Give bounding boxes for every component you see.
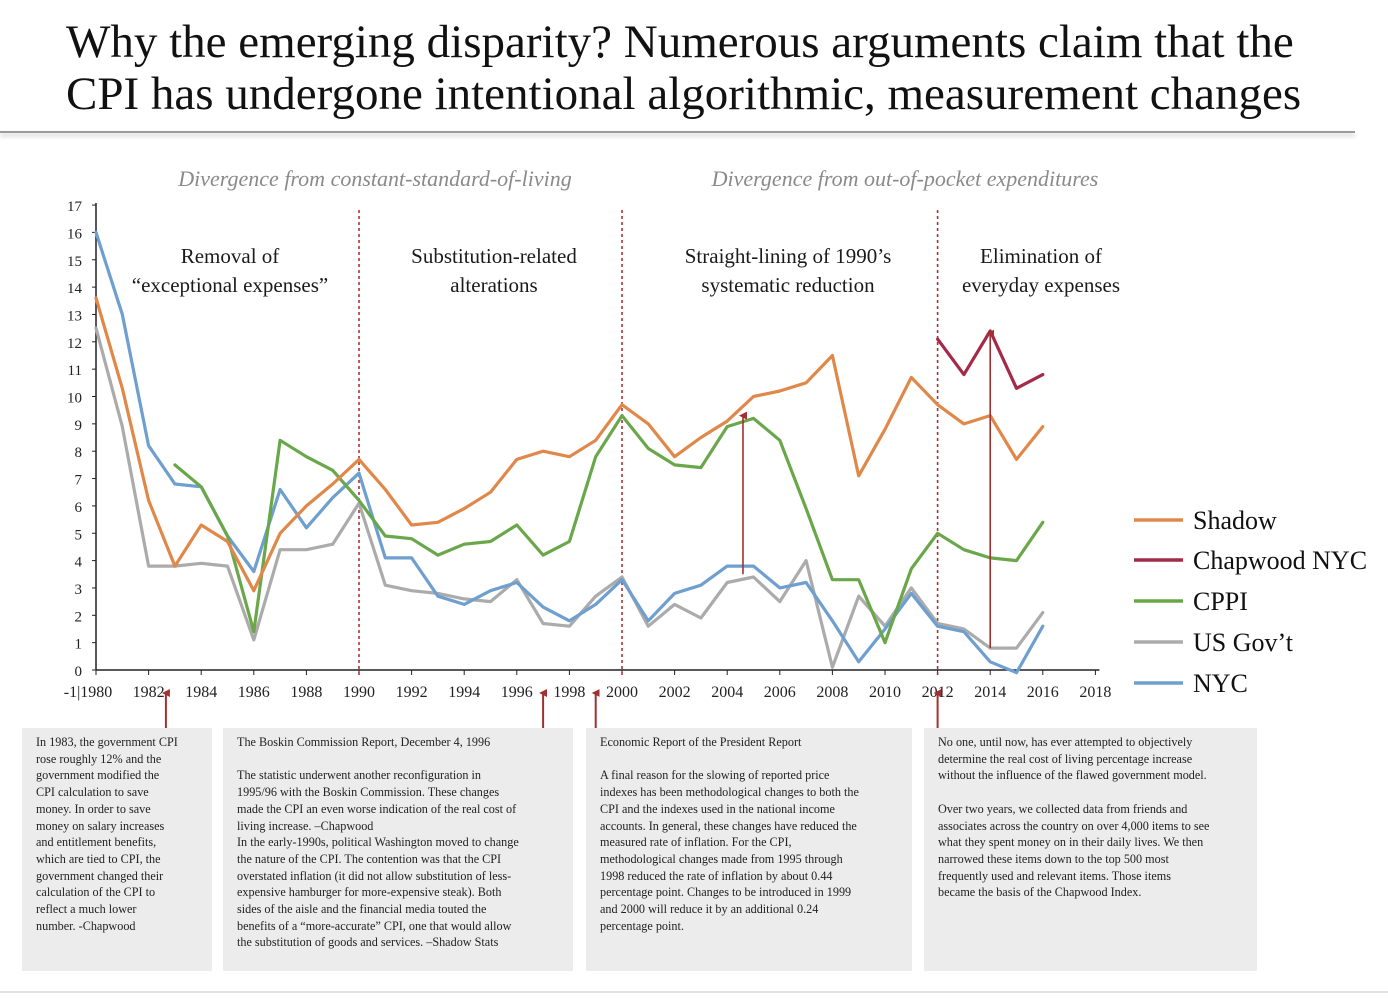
y-tick-label-8: 8 bbox=[75, 445, 83, 461]
y-tick-label-11: 11 bbox=[68, 363, 82, 379]
note-chapwood-heading: No one, until now, has ever attempted to… bbox=[938, 735, 1207, 783]
x-tick-label-1996: 1996 bbox=[501, 684, 533, 701]
y-tick-label-17: 17 bbox=[67, 199, 83, 215]
legend-label-chapwood-nyc: Chapwood NYC bbox=[1193, 546, 1367, 575]
era-label-1-line-2: “exceptional expenses” bbox=[132, 273, 329, 297]
era-label-3-line-1: Straight-lining of 1990’s bbox=[685, 244, 892, 268]
note-economic-report: Economic Report of the President Report … bbox=[586, 728, 912, 971]
y-tick-label-9: 9 bbox=[75, 418, 83, 434]
x-tick-label-1980: -1|1980 bbox=[64, 684, 113, 701]
bottom-border bbox=[0, 991, 1388, 993]
x-tick-label-2016: 2016 bbox=[1027, 684, 1059, 701]
legend-label-nyc: NYC bbox=[1193, 669, 1248, 698]
y-tick-label-15: 15 bbox=[67, 254, 82, 270]
note-1983-text: In 1983, the government CPI rose roughly… bbox=[36, 735, 178, 933]
section-header-standard-of-living: Divergence from constant-standard-of-liv… bbox=[177, 166, 571, 191]
section-header-out-of-pocket: Divergence from out-of-pocket expenditur… bbox=[711, 166, 1099, 191]
legend-label-cppi: CPPI bbox=[1193, 587, 1248, 616]
x-tick-label-2002: 2002 bbox=[659, 684, 691, 701]
y-tick-label-6: 6 bbox=[75, 500, 83, 516]
x-tick-label-1986: 1986 bbox=[238, 684, 270, 701]
y-tick-label-10: 10 bbox=[67, 391, 82, 407]
x-tick-label-1998: 1998 bbox=[553, 684, 585, 701]
legend-label-us-gov-t: US Gov’t bbox=[1193, 628, 1294, 657]
title-divider bbox=[0, 131, 1355, 133]
x-tick-label-2004: 2004 bbox=[711, 684, 743, 701]
y-tick-label-1: 1 bbox=[75, 637, 83, 653]
cpi-line-chart: Divergence from constant-standard-of-liv… bbox=[64, 166, 1367, 728]
title-line-2: CPI has undergone intentional algorithmi… bbox=[66, 68, 1302, 120]
x-tick-label-1992: 1992 bbox=[396, 684, 428, 701]
note-boskin-heading: The Boskin Commission Report, December 4… bbox=[237, 735, 491, 749]
era-label-2-line-1: Substitution-related bbox=[411, 244, 577, 268]
note-boskin-text: The statistic underwent another reconfig… bbox=[237, 768, 519, 950]
x-tick-label-2014: 2014 bbox=[974, 684, 1006, 701]
y-tick-label-14: 14 bbox=[67, 281, 83, 297]
y-tick-label-16: 16 bbox=[67, 226, 83, 242]
x-tick-label-1984: 1984 bbox=[185, 684, 217, 701]
series-line-cppi bbox=[173, 414, 1045, 645]
note-chapwood-text: Over two years, we collected data from f… bbox=[938, 801, 1210, 900]
x-tick-label-2008: 2008 bbox=[816, 684, 848, 701]
page-title: Why the emerging disparity? Numerous arg… bbox=[66, 16, 1366, 120]
x-tick-label-2006: 2006 bbox=[764, 684, 796, 701]
y-tick-label-3: 3 bbox=[75, 582, 83, 598]
era-label-3-line-2: systematic reduction bbox=[701, 273, 875, 297]
x-tick-label-2000: 2000 bbox=[606, 684, 638, 701]
title-line-1: Why the emerging disparity? Numerous arg… bbox=[66, 16, 1294, 68]
note-boskin: The Boskin Commission Report, December 4… bbox=[223, 728, 573, 971]
series-line-nyc bbox=[94, 230, 1045, 675]
note-economic-report-text: A final reason for the slowing of report… bbox=[600, 768, 859, 933]
y-tick-label-4: 4 bbox=[75, 555, 83, 571]
x-tick-label-2018: 2018 bbox=[1079, 684, 1111, 701]
y-tick-label-5: 5 bbox=[75, 527, 83, 543]
y-tick-label-7: 7 bbox=[75, 473, 83, 489]
era-label-4-line-2: everyday expenses bbox=[962, 273, 1120, 297]
era-label-2-line-2: alterations bbox=[450, 273, 537, 297]
legend-label-shadow: Shadow bbox=[1193, 506, 1277, 535]
x-tick-label-1988: 1988 bbox=[290, 684, 322, 701]
note-economic-report-heading: Economic Report of the President Report bbox=[600, 735, 802, 749]
series-line-shadow bbox=[94, 296, 1045, 593]
note-chapwood: No one, until now, has ever attempted to… bbox=[924, 728, 1257, 971]
y-tick-label-12: 12 bbox=[67, 336, 82, 352]
note-1983: In 1983, the government CPI rose roughly… bbox=[22, 728, 212, 971]
y-tick-label-13: 13 bbox=[67, 308, 82, 324]
x-tick-label-1990: 1990 bbox=[343, 684, 375, 701]
era-label-4-line-1: Elimination of bbox=[980, 244, 1102, 268]
y-tick-label-2: 2 bbox=[75, 609, 83, 625]
x-tick-label-1982: 1982 bbox=[133, 684, 165, 701]
era-label-1-line-1: Removal of bbox=[181, 244, 280, 268]
y-tick-label-0: 0 bbox=[75, 664, 83, 680]
x-tick-label-2010: 2010 bbox=[869, 684, 901, 701]
x-tick-label-1994: 1994 bbox=[448, 684, 480, 701]
series-line-us-gov-t bbox=[94, 326, 1045, 669]
